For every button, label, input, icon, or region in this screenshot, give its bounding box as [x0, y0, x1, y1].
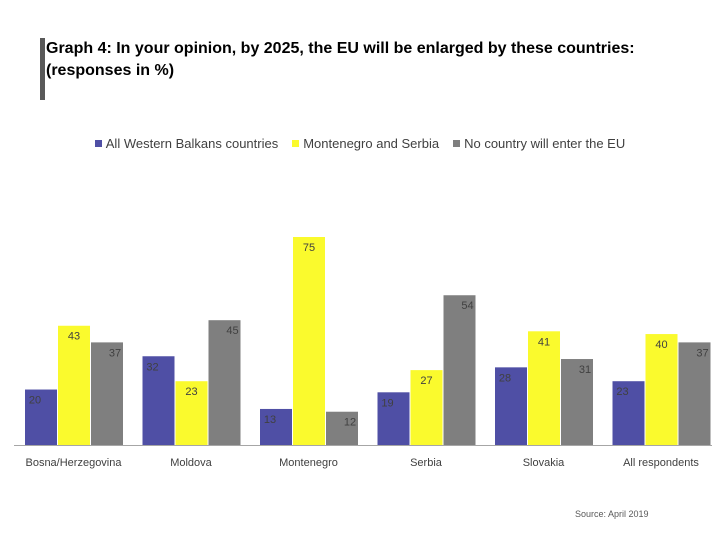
- data-label-montenegro-serbia-3: 27: [420, 375, 432, 387]
- bar-montenegro-serbia-0: [58, 325, 90, 445]
- bar-western-balkans-5: [612, 381, 645, 445]
- data-label-montenegro-serbia-1: 23: [185, 386, 197, 398]
- legend-item-montenegro-serbia: Montenegro and Serbia: [292, 136, 439, 151]
- legend-swatch-montenegro-serbia: [292, 140, 300, 147]
- bar-no-country-5: [678, 342, 711, 445]
- category-label-3: Serbia: [410, 457, 443, 469]
- category-label-5: All respondents: [623, 457, 699, 469]
- data-label-montenegro-serbia-4: 41: [538, 336, 550, 348]
- data-label-no-country-2: 12: [344, 417, 356, 429]
- legend-label-western-balkans: All Western Balkans countries: [105, 136, 279, 151]
- title-accent-bar: [40, 38, 45, 100]
- legend-swatch-western-balkans: [94, 140, 102, 147]
- bar-no-country-1: [208, 320, 241, 445]
- category-label-0: Bosna/Herzegovina: [25, 457, 122, 469]
- bar-montenegro-serbia-3: [410, 370, 443, 445]
- data-label-no-country-1: 45: [226, 325, 238, 337]
- legend-label-no-country: No country will enter the EU: [464, 136, 626, 151]
- data-label-western-balkans-3: 19: [381, 397, 393, 409]
- bar-western-balkans-4: [495, 367, 527, 445]
- bar-montenegro-serbia-2: [293, 237, 325, 445]
- category-label-1: Moldova: [170, 457, 212, 469]
- category-label-4: Slovakia: [523, 457, 565, 469]
- bar-montenegro-serbia-4: [528, 331, 560, 445]
- legend: All Western Balkans countries Montenegro…: [0, 136, 720, 151]
- bar-western-balkans-0: [25, 389, 57, 445]
- bar-western-balkans-1: [142, 356, 175, 445]
- legend-label-montenegro-serbia: Montenegro and Serbia: [303, 136, 440, 151]
- bar-montenegro-serbia-1: [175, 381, 208, 445]
- data-label-montenegro-serbia-5: 40: [655, 339, 667, 351]
- bar-western-balkans-2: [260, 408, 292, 445]
- data-label-western-balkans-4: 28: [499, 372, 511, 384]
- data-label-western-balkans-5: 23: [616, 386, 628, 398]
- data-label-montenegro-serbia-2: 75: [303, 242, 315, 254]
- data-label-no-country-0: 37: [109, 347, 121, 359]
- bar-no-country-2: [326, 411, 358, 445]
- bar-montenegro-serbia-5: [645, 334, 678, 445]
- data-label-no-country-3: 54: [461, 300, 473, 312]
- data-label-no-country-4: 31: [579, 364, 591, 376]
- data-label-western-balkans-2: 13: [264, 414, 276, 426]
- data-label-no-country-5: 37: [696, 347, 708, 359]
- bar-no-country-4: [561, 359, 593, 445]
- bar-western-balkans-3: [377, 392, 410, 445]
- source-note: Source: April 2019: [575, 509, 649, 519]
- legend-item-no-country: No country will enter the EU: [453, 136, 625, 151]
- legend-item-western-balkans: All Western Balkans countries: [94, 136, 279, 151]
- data-label-western-balkans-1: 32: [146, 361, 158, 373]
- bar-no-country-0: [91, 342, 123, 445]
- legend-swatch-no-country: [453, 140, 461, 147]
- data-label-western-balkans-0: 20: [29, 395, 41, 407]
- bar-no-country-3: [443, 295, 476, 445]
- category-label-2: Montenegro: [279, 457, 338, 469]
- data-label-montenegro-serbia-0: 43: [68, 331, 80, 343]
- chart-title: Graph 4: In your opinion, by 2025, the E…: [46, 40, 635, 79]
